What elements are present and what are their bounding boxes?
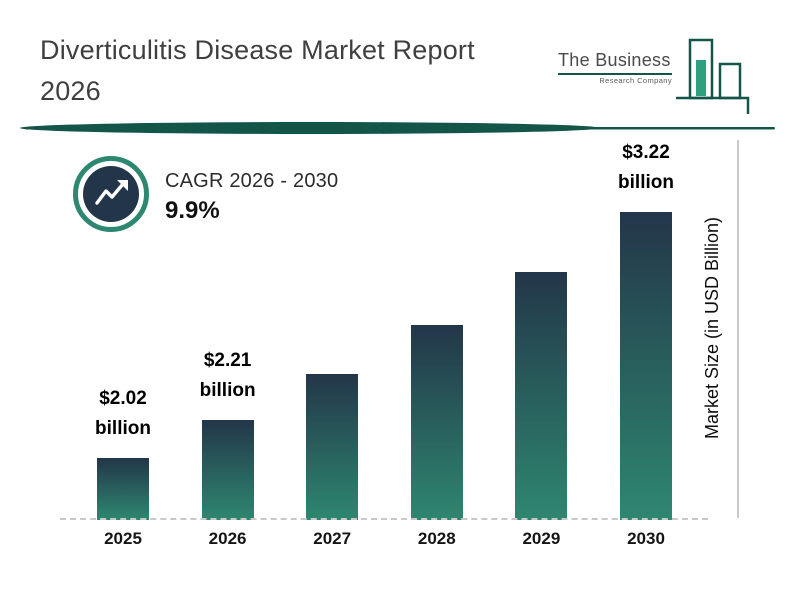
cagr-badge: [73, 156, 149, 232]
bar-2027: [306, 374, 359, 520]
x-axis-label-2029: 2029: [522, 529, 561, 548]
cagr-percentage: 9.9%: [165, 197, 220, 224]
y-axis-line: [737, 140, 739, 518]
value-label-2030: $3.22 billion: [618, 142, 674, 193]
x-axis-label-2027: 2027: [313, 529, 352, 548]
page-title-line2: 2026: [40, 76, 101, 106]
logo-underline: [558, 73, 672, 75]
x-axis-label-2026: 2026: [208, 529, 247, 548]
y-axis-title: Market Size (in USD Billion): [702, 216, 722, 440]
x-axis-baseline: [60, 518, 708, 520]
bar-2029: [515, 272, 568, 520]
value-label-2026: $2.21 billion: [199, 350, 256, 401]
cagr-period-label: CAGR 2026 - 2030: [165, 170, 339, 192]
x-axis-label-2028: 2028: [417, 529, 456, 548]
cagr-badge-circle: [83, 166, 139, 222]
page-title-line1: Diverticulitis Disease Market Report: [40, 35, 475, 65]
bar-2030: [620, 212, 672, 520]
bar-chart-logo-icon: [676, 38, 750, 114]
logo-name-text: The Business: [558, 50, 671, 70]
bar-2028: [410, 325, 463, 520]
value-label-2025: $2.02 billion: [95, 388, 151, 439]
page-title: Diverticulitis Disease Market Report 202…: [40, 30, 475, 112]
bar-2025: [97, 458, 149, 520]
company-logo: The Business Research Company: [552, 34, 762, 120]
bar-2026: [201, 420, 254, 520]
divider-line: [20, 122, 775, 134]
trend-arrow-icon: [95, 180, 128, 205]
x-axis-label-2025: 2025: [104, 529, 142, 548]
x-axis-label-2030: 2030: [627, 529, 665, 548]
logo-subtitle-text: Research Company: [599, 76, 672, 85]
